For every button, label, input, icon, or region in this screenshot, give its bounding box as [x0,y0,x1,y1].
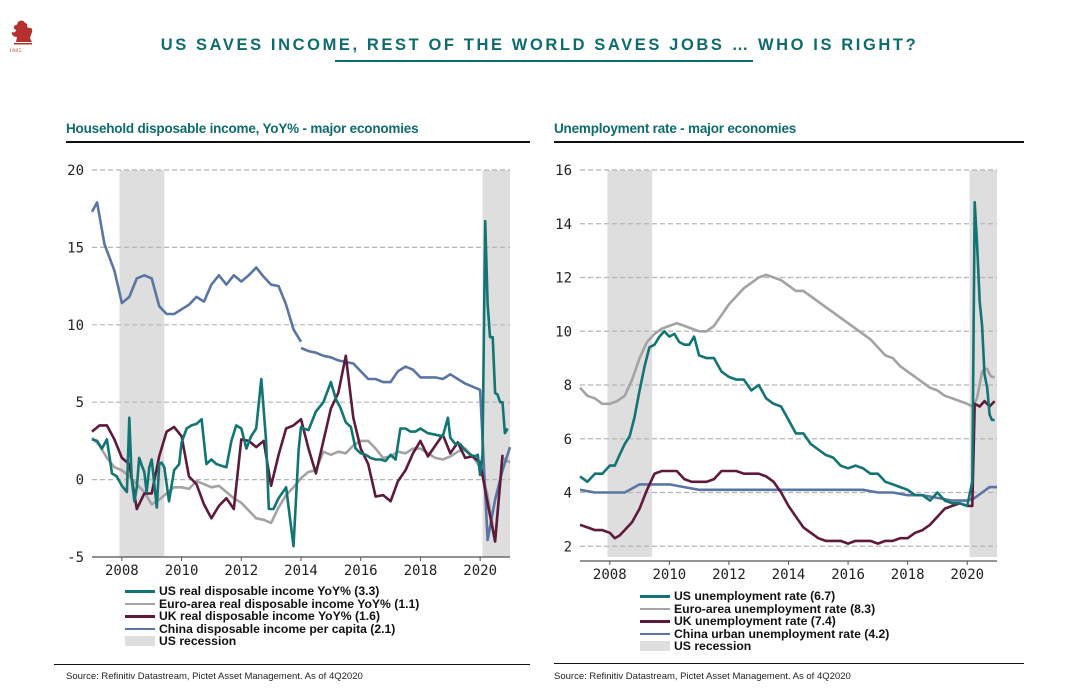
legend-swatch-china [125,627,155,630]
unemp-y-tick-label: 4 [564,486,572,502]
legend-swatch-recession [640,641,670,652]
unemp-y-tick-label: 2 [564,539,572,555]
income-series-china [300,346,512,542]
income-y-tick-label: -5 [67,550,84,566]
income-x-tick-label: 2018 [404,563,438,579]
legend-swatch-euro [125,602,155,605]
unemp-x-tick-label: 2018 [891,567,925,583]
lion-logo-icon [11,20,33,45]
logo-year: 1805 [9,48,22,54]
legend-label: UK real disposable income YoY% (1.6) [159,609,381,623]
legend-item-china-unemp: China urban unemployment rate (4.2) [640,626,890,641]
unemp-x-tick-label: 2012 [712,567,746,583]
legend-item-recession: US recession [125,635,419,648]
legend-item-euro-unemp: Euro-area unemployment rate (8.3) [640,601,889,616]
unemp-x-tick-label: 2016 [831,567,865,583]
legend-swatch-recession [125,636,155,647]
legend-label: US unemployment rate (6.7) [674,589,836,603]
unemp-y-tick-label: 8 [564,378,572,394]
unemp-series-euro [579,273,995,408]
chart-1-source: Source: Refinitiv Datastream, Pictet Ass… [66,671,363,682]
income-y-tick-label: 10 [67,318,84,334]
chart-2-title-rule [554,141,1024,143]
chart-1-title: Household disposable income, YoY% - majo… [66,121,419,136]
page-title: US SAVES INCOME, REST OF THE WORLD SAVES… [160,36,919,54]
legend-swatch-china [640,632,670,635]
unemp-x-tick-label: 2010 [652,567,686,583]
legend-item-us-unemp: US unemployment rate (6.7) [640,590,889,603]
income-y-tick-label: 0 [76,473,84,489]
unemp-x-tick-label: 2014 [772,567,806,583]
legend-label: US recession [674,639,752,653]
income-y-tick-label: 5 [76,395,84,411]
chart-1-legend: US real disposable income YoY% (3.3) Eur… [125,585,419,648]
legend-swatch-uk [125,615,155,618]
legend-swatch-euro [640,607,670,610]
legend-item-recession: US recession [640,640,889,653]
legend-label: China disposable income per capita (2.1) [159,621,396,636]
unemp-series-china [579,483,997,502]
income-x-tick-label: 2020 [463,563,497,579]
unemp-y-tick-label: 14 [555,217,572,233]
unemployment-chart: 2 4 6 8 10 12 14 16 2008 2010 2012 2014 2016 2018 2020 [555,163,997,583]
unemp-y-tick-label: 12 [555,271,572,287]
legend-label: US real disposable income YoY% (3.3) [159,584,380,598]
legend-swatch-uk [640,620,670,623]
chart-1-source-rule [54,664,530,665]
income-x-tick-label: 2012 [224,563,258,579]
income-x-tick-label: 2008 [105,563,139,579]
legend-item-euro-income: Euro-area real disposable income YoY% (1… [125,596,420,611]
income-series-uk [91,354,504,543]
title-underline [335,60,753,62]
legend-item-uk-unemp: UK unemployment rate (7.4) [640,615,889,628]
unemp-x-tick-label: 2008 [593,567,627,583]
income-series-us [91,219,509,548]
legend-label: US recession [159,634,237,648]
legend-label: UK unemployment rate (7.4) [674,614,836,628]
chart-2-legend: US unemployment rate (6.7) Euro-area une… [640,590,889,653]
legend-swatch-us [640,595,670,598]
unemp-series-uk [579,399,996,545]
legend-item-uk-income: UK real disposable income YoY% (1.6) [125,610,419,623]
legend-item-china-income: China disposable income per capita (2.1) [125,621,419,636]
income-x-tick-label: 2016 [344,563,378,579]
income-series-euro [91,436,511,543]
unemp-x-tick-label: 2020 [950,567,984,583]
legend-item-us-income: US real disposable income YoY% (3.3) [125,585,419,598]
unemp-y-tick-label: 16 [555,163,572,179]
income-y-tick-label: 20 [67,163,84,179]
income-x-tick-label: 2010 [165,563,199,579]
unemp-series-us [579,200,995,508]
legend-label: Euro-area real disposable income YoY% (1… [159,596,420,611]
income-x-tick-label: 2014 [284,563,318,579]
chart-1-title-rule [66,141,530,143]
legend-label: Euro-area unemployment rate (8.3) [674,601,876,616]
legend-swatch-us [125,590,155,593]
income-series-china [90,201,303,343]
income-y-tick-label: 15 [67,240,84,256]
chart-2-source: Source: Refinitiv Datastream, Pictet Ass… [554,671,851,682]
legend-label: China urban unemployment rate (4.2) [674,626,890,641]
chart-2-source-rule [554,663,1024,664]
unemp-y-tick-label: 10 [555,324,572,340]
unemp-y-tick-label: 6 [564,432,572,448]
income-chart: -5 0 5 10 15 20 2008 2010 2012 2014 2016 2018 2020 [67,163,512,579]
chart-2-title: Unemployment rate - major economies [554,121,797,136]
